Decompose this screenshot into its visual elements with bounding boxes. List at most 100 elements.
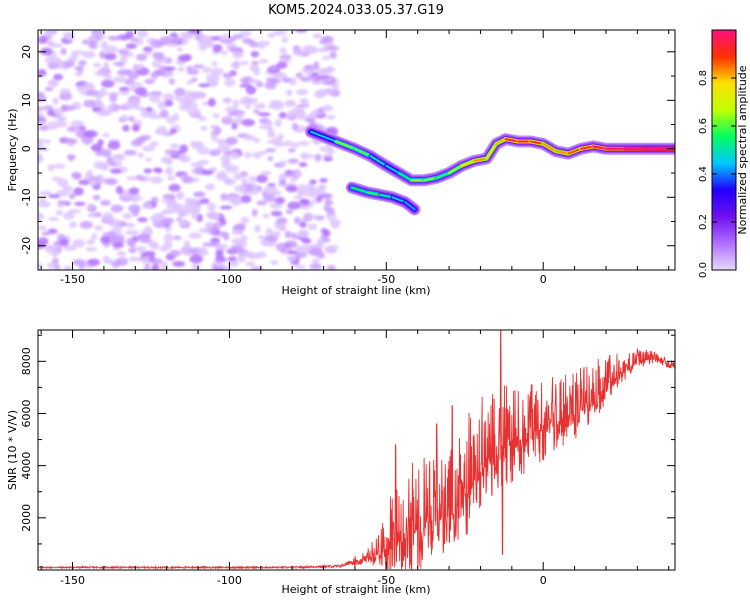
noise-blob (77, 85, 85, 93)
noise-blob (309, 179, 317, 185)
noise-blob (172, 260, 186, 267)
noise-blob (134, 86, 148, 96)
noise-blob (253, 67, 261, 76)
noise-blob (135, 246, 147, 251)
noise-blob (257, 235, 266, 240)
noise-blob (73, 187, 84, 196)
ridge-main-core (448, 164, 463, 174)
noise-blob (277, 133, 284, 141)
noise-blob (127, 71, 139, 80)
ridge-main-core (567, 147, 582, 155)
noise-blob (130, 140, 143, 147)
noise-blob (38, 153, 43, 163)
noise-blob (174, 87, 186, 97)
noise-blob (173, 235, 182, 240)
noise-blob (320, 89, 335, 95)
noise-blob (262, 213, 270, 219)
noise-blob (53, 107, 65, 116)
ridge-main-core (460, 159, 476, 167)
heatmap-y-ticks: -20 -10 0 10 20 (20, 45, 675, 271)
noise-blob (270, 210, 283, 217)
noise-blob (323, 205, 331, 212)
noise-blob (283, 140, 293, 147)
noise-blob (168, 183, 181, 192)
noise-blob (51, 257, 60, 265)
noise-blob (241, 118, 255, 127)
noise-blob (256, 82, 264, 88)
noise-blob (319, 146, 332, 152)
noise-blob (252, 151, 262, 159)
noise-blob (107, 140, 121, 150)
noise-blob (104, 45, 119, 54)
noise-blob (181, 176, 194, 184)
y-tick-label: 0 (20, 145, 33, 152)
noise-blob (63, 212, 75, 220)
snr-panel: -150 -100 -50 0 2000 4000 6000 8000 Height of … (6, 329, 676, 596)
noise-blob (111, 154, 126, 159)
noise-blob (149, 176, 163, 184)
noise-blob (78, 59, 87, 66)
noise-blob (193, 92, 205, 99)
noise-blob (83, 83, 93, 90)
noise-blob (150, 39, 164, 49)
noise-blob (327, 264, 336, 270)
noise-blob (292, 107, 302, 115)
noise-blob (135, 106, 147, 111)
noise-blob (295, 113, 308, 120)
noise-blob (318, 68, 329, 76)
ridge-branch-core (350, 186, 369, 194)
x-tick-label: -100 (217, 273, 242, 286)
noise-blob (109, 161, 117, 166)
noise-blob (255, 251, 267, 259)
noise-blob (321, 104, 334, 112)
noise-blob (44, 86, 54, 92)
noise-blob (166, 175, 176, 181)
noise-blob (259, 239, 271, 246)
noise-blob (232, 34, 244, 40)
noise-blob (93, 161, 108, 169)
x-tick-label: -150 (60, 574, 85, 587)
noise-blob (239, 30, 252, 37)
noise-blob (94, 98, 103, 108)
noise-blob (128, 116, 135, 122)
noise-blob (210, 67, 224, 76)
noise-blob (135, 53, 148, 61)
noise-blob (279, 248, 288, 253)
noise-blob (301, 154, 315, 159)
noise-blob (317, 107, 324, 114)
noise-blob (128, 187, 140, 195)
ridge-branch-core (391, 196, 407, 204)
noise-blob (198, 83, 211, 88)
noise-blob (85, 247, 98, 252)
noise-blob (299, 221, 307, 228)
noise-blob (198, 228, 211, 233)
noise-blob (245, 85, 257, 95)
noise-blob (179, 144, 189, 154)
noise-blob (107, 35, 122, 41)
snr-background (38, 330, 675, 570)
noise-blob (268, 103, 278, 109)
noise-blob (144, 78, 155, 85)
noise-blob (182, 90, 196, 100)
noise-blob (63, 245, 77, 251)
noise-blob (285, 89, 293, 97)
noise-blob (69, 193, 76, 200)
noise-blob (113, 242, 124, 249)
noise-blob (41, 231, 52, 236)
noise-blob (178, 104, 190, 111)
noise-blob (258, 43, 265, 50)
noise-blob (68, 139, 78, 144)
noise-blob (86, 239, 96, 245)
noise-blob (56, 115, 67, 122)
noise-blob (240, 234, 248, 243)
noise-blob (143, 51, 152, 56)
noise-blob (251, 60, 259, 66)
noise-blob (227, 256, 237, 263)
noise-blob (211, 61, 218, 67)
colorbar-ticks: 0.0 0.2 0.4 0.6 0.8 (698, 70, 736, 278)
noise-blob (236, 113, 243, 119)
noise-blob (38, 225, 47, 231)
noise-blob (188, 232, 202, 239)
noise-blob (143, 168, 153, 174)
